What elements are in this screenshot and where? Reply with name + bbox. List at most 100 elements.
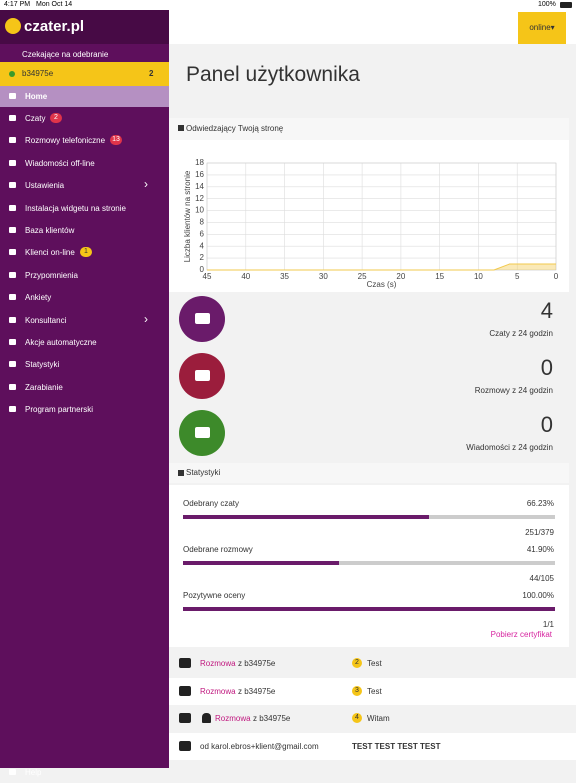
menu-item[interactable]: Home [0,86,169,107]
y-tick-label: 8 [200,218,205,227]
activity-from: z b34975e [238,686,276,696]
activity-from: od karol.ebros+klient@gmail.com [200,741,319,751]
mail-icon [179,740,191,751]
progress-track [183,515,555,519]
y-tick-label: 18 [195,158,204,167]
menu-icon [9,115,16,121]
chat-icon [179,658,191,668]
conversation-link[interactable]: Rozmowa [200,659,236,668]
menu-icon [9,316,16,323]
menu-label: Konsultanci [25,315,67,325]
menu-icon [9,249,16,256]
y-tick-label: 2 [200,253,205,262]
menu-icon [9,159,16,166]
activity-message: Test [367,686,382,696]
chart: 0 2 4 6 8 10 12 14 16 18 45 40 35 30 25 20 15 10 5 0 Czas (s… [169,140,569,292]
stats-header-bg: Statystyki [169,463,569,483]
activity-badge: 2 [352,658,362,668]
x-tick-label: 45 [203,272,212,281]
menu-label: Ankiety [25,293,52,303]
activity-badge: 3 [352,685,362,696]
area [207,264,556,270]
menu-item[interactable]: Przypomnienia [0,265,169,286]
x-tick-label: 5 [515,272,520,281]
certificate-link[interactable]: Pobierz certyfikat [490,630,552,639]
conversation-link[interactable]: Rozmowa [200,686,236,696]
counter-caption: Wiadomości z 24 godzin [466,443,553,452]
menu-label: Instalacja widgetu na stronie [25,203,126,213]
stats-icon [178,470,184,476]
status-label: online [529,23,551,32]
progress-bar [183,561,339,565]
chat-icon [179,685,191,696]
menu-item[interactable]: Konsultanci › [0,310,169,331]
menu-label: Rozmowy telefoniczne [25,136,106,146]
menu-item[interactable]: Instalacja widgetu na stronie [0,198,169,219]
activity-row[interactable]: Rozmowa z b34975e 2 Test [169,650,576,677]
stat-percent: 100.00% [522,591,554,600]
activity-row[interactable]: od karol.ebros+klient@gmail.com TEST TEST… [169,732,576,760]
menu-item[interactable]: Wiadomości off-line [0,153,169,174]
logo-band: czater.pl [0,10,169,44]
menu-item[interactable]: Baza klientów [0,220,169,241]
chevron: › [144,177,148,192]
progress-track [183,561,555,565]
waiting-header: Czekające na odebranie [22,50,109,59]
menu-icon [9,93,16,99]
visitors-header: Odwiedzający Twoją stronę [186,124,284,133]
menu-item[interactable]: Akcje automatyczne [0,332,169,353]
counter-caption: Rozmowy z 24 godzin [474,386,553,395]
activity-row[interactable]: Rozmowa z b34975e 4 Witam [169,705,576,732]
logo[interactable]: czater.pl [24,18,85,35]
menu-item[interactable]: Ustawienia › [0,175,169,196]
menu-item[interactable]: Rozmowy telefoniczne 13 [0,130,169,151]
stats-header: Statystyki [186,468,221,477]
menu-item[interactable]: Program partnerski [0,399,169,420]
menu-badge: 1 [80,247,92,258]
user-name: b34975e [22,69,54,78]
visitors-header-bg: Odwiedzający Twoją stronę [169,118,569,140]
progress-bar [183,515,430,519]
user-row[interactable]: b34975e 2 [0,62,169,86]
top-bar: online▾ [169,10,576,44]
x-tick-label: 15 [435,272,444,281]
logo-icon [5,18,21,34]
progress-bar [183,607,555,611]
menu-item[interactable]: Statystyki [0,354,169,375]
x-tick-label: 0 [554,272,559,281]
menu-item[interactable]: Zarabianie [0,377,169,398]
y-tick-label: 14 [195,182,204,191]
active-item-bg [0,86,169,107]
status-button[interactable]: online▾ [518,12,566,44]
menu-icon [9,769,16,775]
activity-row[interactable]: Rozmowa z b34975e 3 Test [169,677,576,705]
menu-icon [9,383,16,390]
menu-item[interactable]: Czaty 2 [0,108,169,129]
chevron: › [144,311,148,326]
menu-icon [9,294,16,301]
menu-icon [9,361,16,368]
menu-icon [9,137,16,144]
menu-label: Statystyki [25,360,60,370]
activity-from: z b34975e [253,714,291,723]
menu-label: Czaty [25,114,46,123]
menu-badge: 13 [110,135,122,146]
menu-label: Help [25,768,42,777]
plot-frame [206,162,557,271]
menu-item[interactable]: Klienci on-line 1 [0,242,169,263]
conversation-link[interactable]: Rozmowa [215,714,251,723]
counter-glyph [195,427,210,438]
menu-item[interactable]: Ankiety [0,287,169,308]
progress-track [183,607,555,611]
stat-label: Odebrane rozmowy [183,545,253,554]
menu-item[interactable]: Help [0,762,169,783]
y-tick-label: 4 [200,241,205,250]
menu-label: Zarabianie [25,382,63,392]
x-tick-label: 35 [280,272,289,281]
time: 4:17 PM [4,1,31,8]
person-icon [202,713,211,723]
menu-label: Program partnerski [25,405,94,415]
menu-label: Przypomnienia [25,270,78,280]
x-axis-label: Czas (s) [367,280,397,289]
counter-value: 0 [540,412,553,437]
